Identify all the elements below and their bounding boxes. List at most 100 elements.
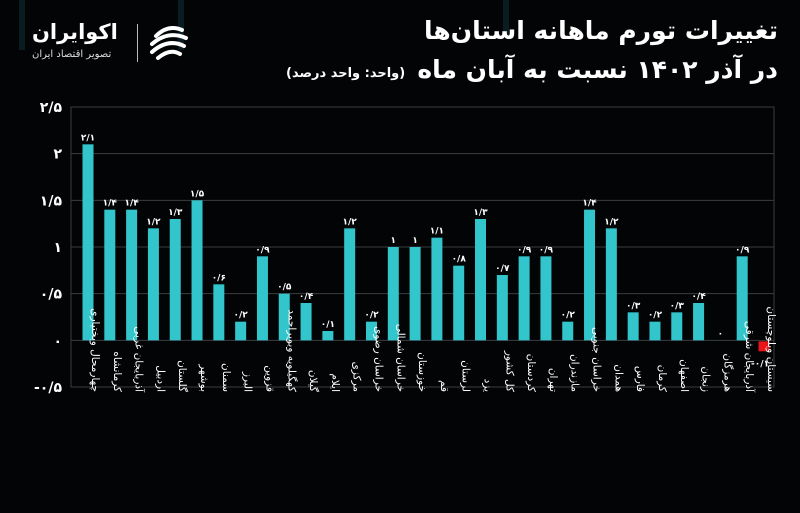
x-tick-label: یزد [482,379,494,392]
value-label: ۰/۴ [691,292,706,302]
x-tick-label: تهران [547,368,559,392]
x-tick-label: خراسان رضوی [372,326,384,392]
x-tick-label: گیلان [307,370,320,392]
bar [387,247,399,341]
bar [169,219,181,341]
x-tick-label: لرستان [460,360,472,392]
x-tick-label: قم [438,380,450,392]
value-label: ۰/۱ [321,320,335,330]
bar [322,331,334,341]
y-tick-label: ۱ [53,240,62,256]
value-label: ۰ [718,329,724,339]
x-tick-label: آذربایجان شرقی [743,321,756,393]
bar [540,256,552,341]
bar [453,265,465,341]
x-axis-labels: چهارمحال وبختیاری کرمانشاه آذربایجان غربی ا… [89,306,777,393]
value-label: ۰/۲ [364,311,379,321]
bar [235,321,247,341]
y-tick-label: ۲ [53,147,62,163]
bar [365,321,377,341]
bar [584,209,596,341]
x-tick-label: گلستان [176,360,189,392]
value-label: ۱/۲ [604,217,619,227]
bar [126,209,138,341]
bar [300,303,312,341]
bar [605,228,617,341]
x-tick-label: همدان [612,364,624,392]
x-tick-label: مازندران [569,354,581,392]
value-label: ۱ [391,236,397,246]
value-label: ۰/۲ [561,311,576,321]
value-label: ۱ [412,236,418,246]
value-labels: ۲/۱ ۱/۴ ۱/۴ ۱/۲ ۱/۳ ۱/۵ ۰/۶ ۰/۲ ۰/۹ ۰/۵ ۰/۴ ۰/۱ ۱/۲ ۰… [81,133,769,369]
x-tick-label: بوشهر [198,363,210,392]
chart-title-line1: تغییرات تورم ماهانه استان‌ها [424,16,778,45]
bars [82,144,770,352]
value-label: ۱/۵ [190,189,205,199]
bar [213,284,225,341]
value-label: ۰/۹ [735,245,750,255]
bar [496,275,508,341]
value-label: ۱/۱ [430,227,444,237]
value-label: -۰/۱ [751,359,769,369]
value-label: ۰/۳ [670,301,685,311]
value-label: ۰/۹ [539,245,554,255]
bar [758,341,770,352]
logo-name: اکوایران [32,20,118,44]
bar [736,256,748,341]
x-tick-label: کل کشور [503,350,515,392]
x-tick-label: البرز [242,371,254,392]
x-tick-label: کهگیلویه وبویراحمد [285,309,298,392]
bar [518,256,530,341]
bar [82,144,94,341]
value-label: ۰/۸ [452,255,467,265]
x-tick-label: ایلام [329,373,341,392]
value-label: ۰/۲ [648,311,663,321]
x-tick-label: قزوین [263,365,275,392]
value-label: ۱/۳ [168,208,183,218]
x-tick-label: مرکزی [351,362,363,392]
bar [147,228,159,341]
bar [104,209,116,341]
x-tick-label: اردبیل [154,365,166,392]
value-label: ۱/۴ [582,199,597,209]
value-label: ۱/۲ [146,217,161,227]
value-label: ۰/۴ [299,292,314,302]
value-label: ۰/۲ [234,311,249,321]
x-tick-label: هرمزگان [721,353,734,392]
y-axis-ticks: ۲/۵ ۲ ۱/۵ ۱ ۰/۵ ۰ -۰/۵ [34,100,62,396]
value-label: ۰/۹ [517,245,532,255]
ecoiran-swirl-icon [150,26,188,60]
bar [431,237,443,341]
bar [344,228,356,341]
bar [562,321,574,341]
x-tick-label: سیستان وبلوچستان [765,306,777,392]
value-label: ۱/۴ [124,199,139,209]
value-label: ۱/۲ [343,217,358,227]
value-label: ۰/۹ [255,245,270,255]
logo-tagline: تصویر اقتصاد ایران [32,49,112,60]
unit-note: (واحد: واحد درصد) [286,66,406,81]
bar [256,256,268,341]
y-tick-label: ۲/۵ [40,100,63,116]
bar [649,321,661,341]
value-label: ۲/۱ [81,133,95,143]
x-tick-label: کرمانشاه [111,351,123,392]
value-label: ۰/۳ [626,301,641,311]
bar [671,312,683,341]
x-tick-label: اصفهان [678,359,690,392]
bar [409,247,421,341]
value-label: ۱/۴ [103,199,118,209]
x-tick-label: خراسان جنوبی [591,327,603,392]
bar [627,312,639,341]
x-tick-label: کرمان [656,365,668,392]
value-label: ۰/۶ [212,273,226,283]
value-label: ۰/۷ [495,264,510,274]
value-label: ۰/۵ [277,283,292,293]
x-tick-label: خراسان شمالی [394,324,406,392]
y-tick-label: -۰/۵ [34,380,62,396]
background-stripe [178,0,184,50]
x-tick-label: زنجان [700,366,712,392]
y-tick-label: ۰/۵ [40,287,63,303]
